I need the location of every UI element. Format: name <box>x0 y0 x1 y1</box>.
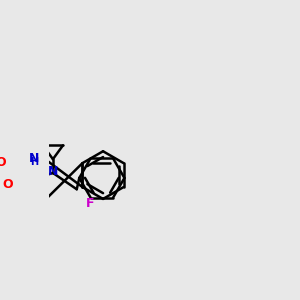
Text: F: F <box>86 196 95 210</box>
Text: O: O <box>0 156 6 169</box>
Text: N: N <box>48 165 58 178</box>
Text: H: H <box>30 158 38 167</box>
Text: O: O <box>2 178 13 191</box>
Text: N: N <box>29 152 39 165</box>
